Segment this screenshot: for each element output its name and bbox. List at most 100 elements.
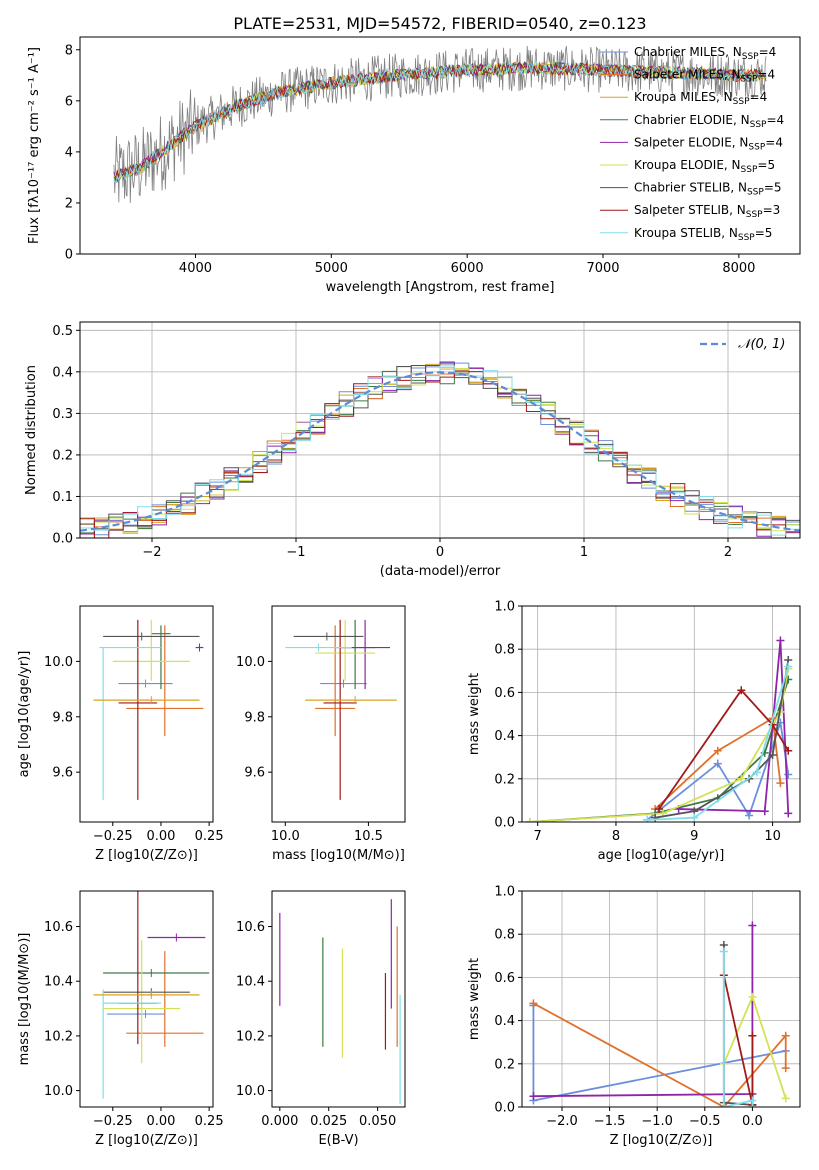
x-tick-label: 0.25 xyxy=(195,829,224,844)
y-axis-label: Normed distribution xyxy=(24,365,39,495)
x-tick-label: 0.25 xyxy=(195,1114,224,1129)
x-tick-label: −1.0 xyxy=(641,1114,673,1129)
weight-marker xyxy=(768,751,777,760)
plot-area xyxy=(525,636,793,822)
weight-series-6 xyxy=(654,659,790,819)
x-tick-label: 0.00 xyxy=(146,1114,175,1129)
x-tick-label: 8000 xyxy=(722,261,755,276)
weight-marker xyxy=(748,921,757,930)
y-tick-label: 10.2 xyxy=(44,1029,73,1044)
weight-marker xyxy=(713,746,722,755)
y-tick-label: 9.6 xyxy=(52,766,73,781)
x-tick-label: −0.25 xyxy=(93,829,133,844)
y-axis-label: mass weight xyxy=(467,673,482,755)
panel-massweight-vs-age: 7 8 9 10 0.0 0.2 0.4 0.6 0.8 1.0 age [log10(age/yr… xyxy=(467,600,801,863)
x-axis-label: mass [log10(M/M⊙)] xyxy=(272,848,405,863)
plot-area xyxy=(80,361,800,538)
x-tick-label: 0 xyxy=(436,545,444,560)
y-tick-label: 0 xyxy=(65,248,73,263)
legend-entry-normal: 𝒩(0, 1) xyxy=(738,337,785,352)
weight-marker xyxy=(784,746,793,755)
y-tick-label: 1.0 xyxy=(494,600,515,615)
weight-marker xyxy=(748,992,757,1001)
weight-marker xyxy=(784,770,793,779)
y-tick-label: 0.2 xyxy=(494,772,515,787)
y-tick-label: 4 xyxy=(65,145,73,160)
y-tick-label: 10.6 xyxy=(236,920,265,935)
x-tick-label: −1.5 xyxy=(594,1114,626,1129)
weight-marker xyxy=(713,759,722,768)
weight-series-2 xyxy=(532,1002,787,1107)
panel-spectrum: 4000 5000 6000 7000 8000 0 2 4 6 8 wavelength [Ang… xyxy=(27,36,801,295)
x-tick-label: −0.5 xyxy=(689,1114,721,1129)
weight-marker xyxy=(690,813,699,822)
x-tick-label: 7000 xyxy=(586,261,619,276)
legend-entry-5: Salpeter ELODIE, NSSP=4 xyxy=(634,135,783,152)
panel-mass-vs-Z: −0.25 0.00 0.25 10.0 10.2 10.4 10.6 Z [log10(Z/… xyxy=(17,890,224,1148)
y-tick-label: 0.0 xyxy=(52,532,73,547)
y-axis-label: age [log10(age/yr)] xyxy=(17,651,32,778)
y-tick-label: 6 xyxy=(65,94,73,109)
weight-marker xyxy=(748,1031,757,1040)
y-tick-label: 10.4 xyxy=(44,975,73,990)
weight-marker xyxy=(719,1103,728,1107)
y-tick-label: 0.5 xyxy=(52,324,73,339)
axes-frame xyxy=(521,890,801,1108)
residual-histogram-9 xyxy=(80,365,800,536)
plot-area xyxy=(529,921,790,1107)
panel-residuals: −2 −1 0 1 2 0.0 0.1 0.2 0.3 0.4 0.5 (data-model)/er… xyxy=(24,321,801,579)
y-tick-label: 0.6 xyxy=(494,971,515,986)
x-tick-label: −2 xyxy=(142,545,161,560)
y-tick-label: 10.4 xyxy=(236,975,265,990)
y-tick-label: 0.8 xyxy=(494,643,515,658)
weight-marker xyxy=(760,807,769,816)
weight-marker xyxy=(784,809,793,818)
x-axis-label: Z [log10(Z/Z⊙)] xyxy=(95,1133,198,1148)
y-tick-label: 0.3 xyxy=(52,407,73,422)
plot-area xyxy=(113,45,767,204)
weight-marker xyxy=(752,768,761,777)
x-tick-label: 5000 xyxy=(315,261,348,276)
x-tick-label: 9 xyxy=(690,829,698,844)
x-tick-label: −1 xyxy=(286,545,305,560)
y-tick-label: 10.0 xyxy=(44,655,73,670)
axes-frame xyxy=(271,890,406,1108)
x-tick-label: 10.5 xyxy=(354,829,383,844)
weight-series-7 xyxy=(658,688,790,810)
weight-series-5 xyxy=(529,668,790,822)
x-tick-label: 0.050 xyxy=(359,1114,396,1129)
weight-marker xyxy=(655,805,664,814)
weight-marker xyxy=(776,779,785,788)
y-tick-label: 10.0 xyxy=(44,1084,73,1099)
y-tick-label: 2 xyxy=(65,196,73,211)
weight-series-2 xyxy=(654,716,782,810)
x-axis-label: E(B-V) xyxy=(318,1133,358,1148)
weight-marker xyxy=(529,1092,538,1101)
y-tick-label: 0.2 xyxy=(494,1057,515,1072)
y-tick-label: 0.2 xyxy=(52,448,73,463)
weight-series-3 xyxy=(529,679,790,822)
legend-entry-1: Chabrier MILES, NSSP=4 xyxy=(634,45,776,62)
weight-marker xyxy=(781,1094,790,1103)
y-tick-label: 10.2 xyxy=(236,1029,265,1044)
x-tick-label: 7 xyxy=(534,829,542,844)
x-tick-label: 0.025 xyxy=(310,1114,347,1129)
x-tick-label: −2.0 xyxy=(546,1114,578,1129)
x-tick-label: 0.000 xyxy=(261,1114,298,1129)
x-tick-label: 10.0 xyxy=(271,829,300,844)
x-axis-label: (data-model)/error xyxy=(380,564,501,579)
weight-marker xyxy=(776,636,785,645)
x-tick-label: 8 xyxy=(612,829,620,844)
legend-entry-4: Chabrier ELODIE, NSSP=4 xyxy=(634,113,784,130)
y-tick-label: 9.8 xyxy=(244,710,265,725)
weight-series-5 xyxy=(722,945,753,1106)
x-tick-label: 0.00 xyxy=(146,829,175,844)
y-tick-label: 0.4 xyxy=(494,729,515,744)
weight-marker xyxy=(643,815,652,822)
weight-series-8 xyxy=(647,666,790,821)
weight-marker xyxy=(529,999,538,1008)
x-tick-label: 2 xyxy=(724,545,732,560)
legend-entry-9: Kroupa STELIB, NSSP=5 xyxy=(634,226,772,243)
legend-entry-2: Salpeter MILES, NSSP=4 xyxy=(634,68,775,85)
weight-series-3 xyxy=(533,925,754,1105)
